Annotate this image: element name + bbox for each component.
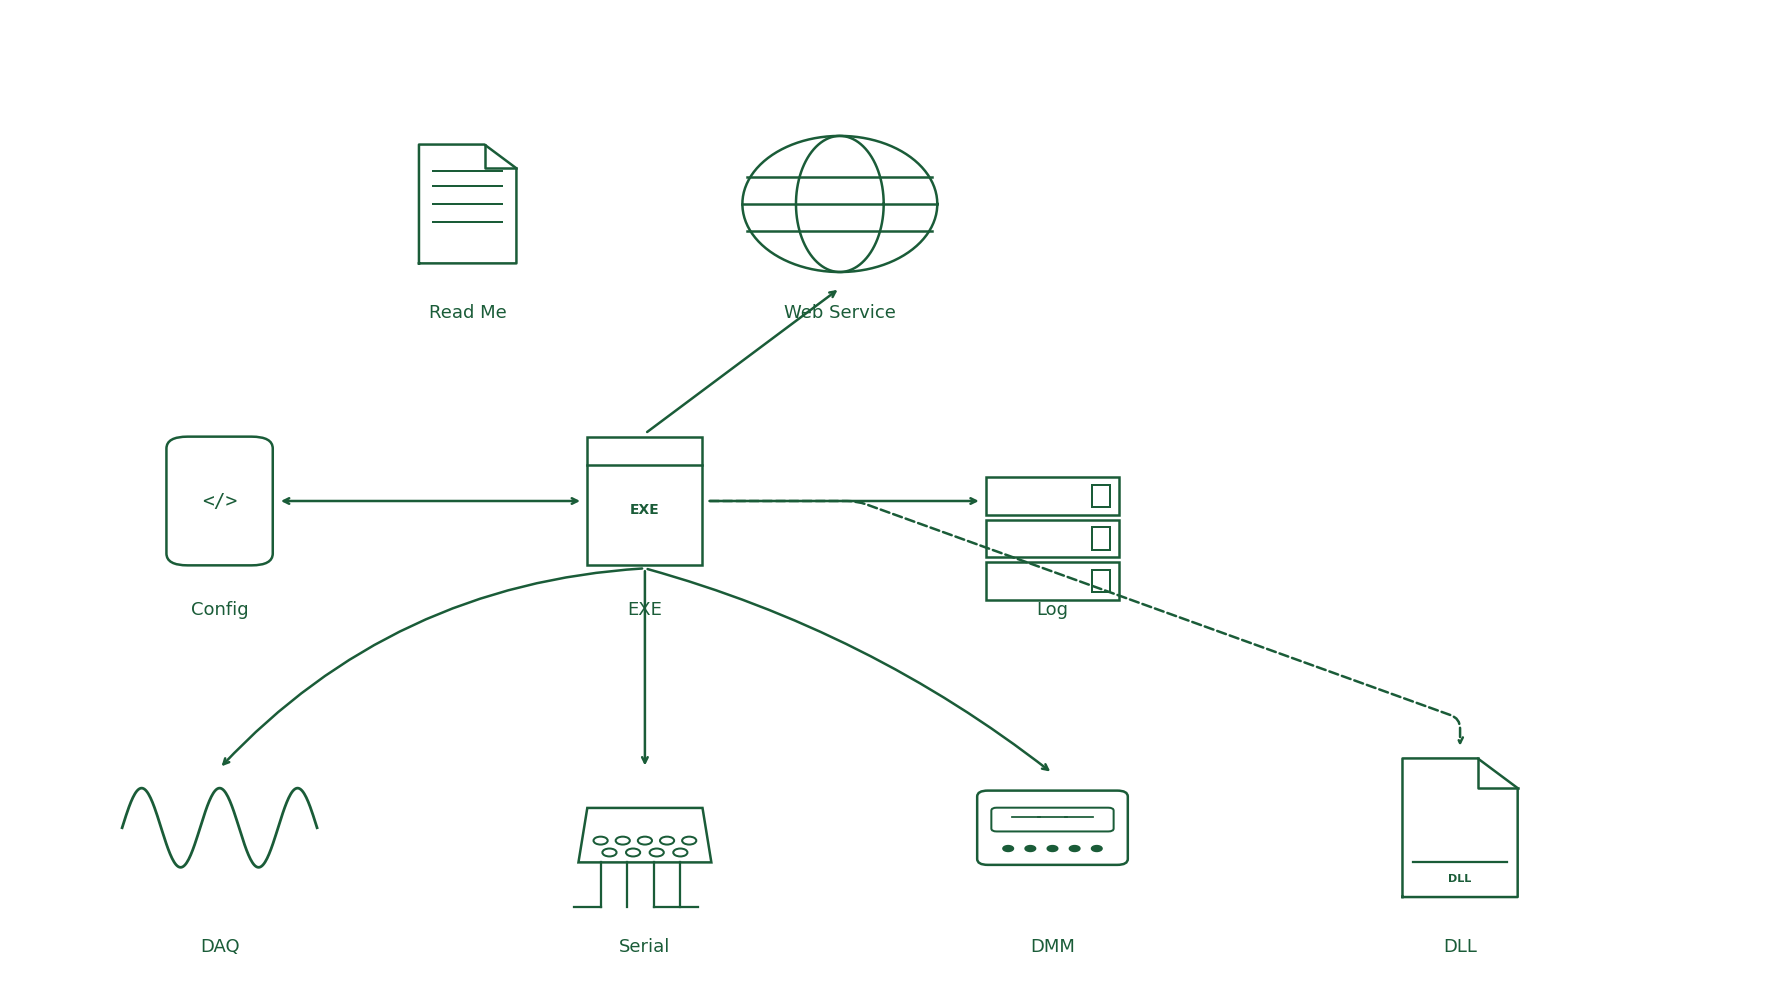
Text: DLL: DLL (1448, 873, 1472, 883)
Text: DLL: DLL (1443, 937, 1477, 955)
Text: Web Service: Web Service (784, 304, 897, 322)
Text: EXE: EXE (630, 503, 659, 517)
Text: Config: Config (191, 601, 248, 619)
Circle shape (1070, 846, 1081, 852)
Circle shape (1025, 846, 1036, 852)
Text: Read Me: Read Me (429, 304, 507, 322)
Text: Serial: Serial (620, 937, 670, 955)
Circle shape (1047, 846, 1057, 852)
Text: EXE: EXE (627, 601, 663, 619)
Circle shape (1004, 846, 1013, 852)
Circle shape (1091, 846, 1102, 852)
Text: DMM: DMM (1031, 937, 1075, 955)
Text: DAQ: DAQ (200, 937, 239, 955)
Text: Log: Log (1036, 601, 1068, 619)
Text: </>: </> (202, 492, 238, 511)
